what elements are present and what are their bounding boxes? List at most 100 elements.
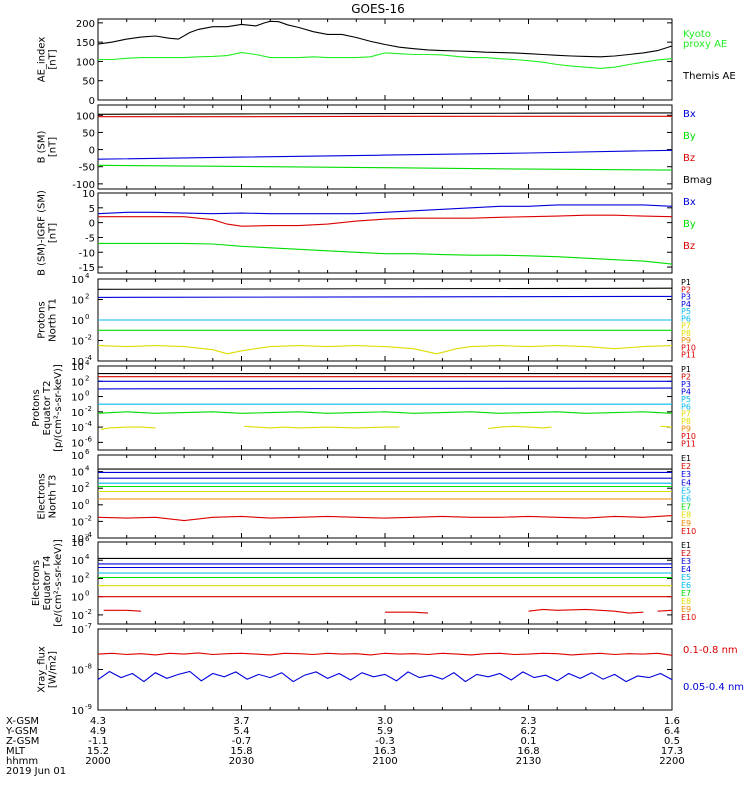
y-axis-label: B (SM) [37, 130, 48, 163]
y-tick-exponent: 2 [85, 571, 89, 579]
series-line [103, 609, 142, 612]
y-tick-label: 10 [71, 296, 84, 307]
y-tick-label: 10 [71, 438, 84, 449]
legend-entry: E6 [681, 581, 691, 590]
y-tick-exponent: 4 [85, 272, 90, 280]
y-tick-label: 0 [89, 146, 95, 157]
y-axis-label: [e/(cm²-s-sr-keV)] [53, 539, 64, 627]
y-tick-label: 200 [76, 19, 95, 30]
x-axis-row-value: 1.6 [664, 716, 680, 727]
legend-entry: Bx [683, 109, 696, 120]
panel-frame [97, 365, 673, 451]
y-tick-exponent: 4 [85, 465, 90, 473]
y-tick-label: -5 [85, 233, 95, 244]
y-axis-label: [nT] [48, 49, 59, 69]
series-line [97, 287, 673, 290]
legend-entry: Bz [683, 241, 695, 252]
y-tick-label: 150 [76, 38, 95, 49]
legend-entry: E8 [681, 511, 691, 520]
legend-entry: E1 [681, 454, 691, 463]
y-tick-label: 10 [71, 357, 84, 368]
chart-title: GOES-16 [351, 2, 405, 16]
legend-entry: 0.05-0.4 nm [683, 682, 744, 693]
series-line [97, 515, 673, 522]
y-tick-exponent: 0 [85, 498, 89, 506]
y-tick-label: -100 [72, 180, 95, 191]
y-tick-exponent: 4 [85, 553, 90, 561]
panel-bsm: 100 50 0 -50 -100 B (SM) [nT] Bx By Bz Bmag [37, 104, 712, 191]
y-tick-exponent: -6 [85, 435, 93, 443]
y-tick-exponent: -4 [85, 531, 93, 539]
y-tick-label: 10 [71, 451, 84, 462]
y-tick-label: -15 [79, 263, 95, 274]
legend-entry: P5 [681, 395, 691, 404]
y-tick-label: 10 [71, 362, 84, 373]
panel-bigrf: 10 5 0 -5 -10 -15 B (SM)-IGRF (SM) [nT] Bx By Bz [37, 189, 696, 276]
legend-entry: E7 [681, 503, 691, 512]
y-tick-label: 50 [82, 128, 95, 139]
legend-entry: E10 [681, 613, 696, 622]
y-axis-label: Electrons [31, 560, 42, 606]
y-tick-exponent: 0 [85, 313, 89, 321]
x-axis-row-value: 2000 [85, 756, 110, 767]
legend-entry: P11 [681, 351, 696, 360]
y-axis-label: [W/m2] [48, 651, 59, 688]
legend-entry: E5 [681, 573, 691, 582]
x-axis-row-value: 17.3 [661, 746, 683, 757]
legend-entry: E9 [681, 605, 691, 614]
legend-entry: E10 [681, 527, 696, 536]
y-tick-label: 10 [71, 666, 84, 677]
panel-frame [97, 454, 673, 539]
y-tick-label: 5 [89, 204, 95, 215]
y-tick-label: 10 [71, 393, 84, 404]
legend-entry: E7 [681, 589, 691, 598]
x-axis-row-value: -0.3 [375, 736, 395, 747]
x-axis-row-value: 16.3 [374, 746, 396, 757]
legend-entry: Bx [683, 197, 696, 208]
legend-entry: P7 [681, 322, 691, 331]
y-tick-exponent: 0 [85, 590, 89, 598]
y-tick-label: 10 [71, 625, 84, 636]
y-tick-label: 100 [76, 111, 95, 122]
y-tick-exponent: 4 [85, 359, 90, 367]
y-tick-label: 10 [71, 468, 84, 479]
y-tick-label: 10 [71, 556, 84, 567]
x-axis-row-value: 16.8 [517, 746, 539, 757]
series-line [97, 670, 673, 683]
y-tick-label: 10 [71, 501, 84, 512]
series-line [97, 164, 673, 171]
legend-entry: By [683, 219, 696, 230]
x-axis-row-value: -1.1 [88, 736, 108, 747]
series-line [660, 425, 673, 428]
legend-entry: P11 [681, 440, 696, 449]
x-axis-row-value: 3.0 [377, 716, 393, 727]
x-axis-row-label: hhmm [6, 756, 38, 767]
y-tick-label: -50 [79, 163, 95, 174]
y-tick-exponent: 2 [85, 481, 89, 489]
legend-entry: P6 [681, 402, 691, 411]
legend-entry: By [683, 131, 696, 142]
y-tick-exponent: 2 [85, 293, 89, 301]
y-tick-label: 10 [71, 517, 84, 528]
y-tick-exponent: -7 [85, 622, 92, 630]
y-tick-label: 50 [82, 77, 95, 88]
y-tick-exponent: -2 [85, 608, 92, 616]
y-tick-exponent: -2 [85, 405, 92, 413]
legend-entry: P9 [681, 336, 691, 345]
date-label: 2019 Jun 01 [6, 766, 66, 777]
legend-entry: E5 [681, 486, 691, 495]
y-axis-label: Equator T2 [42, 381, 53, 436]
y-axis-label: Equator T4 [42, 556, 53, 611]
x-axis-row-value: 6.2 [521, 726, 537, 737]
legend-entry: E9 [681, 519, 691, 528]
series-line [97, 652, 673, 656]
y-axis-label: North T3 [48, 475, 59, 519]
y-tick-exponent: -4 [85, 354, 93, 362]
legend-entry: Bmag [683, 175, 712, 186]
y-axis-label: [nT] [48, 223, 59, 243]
